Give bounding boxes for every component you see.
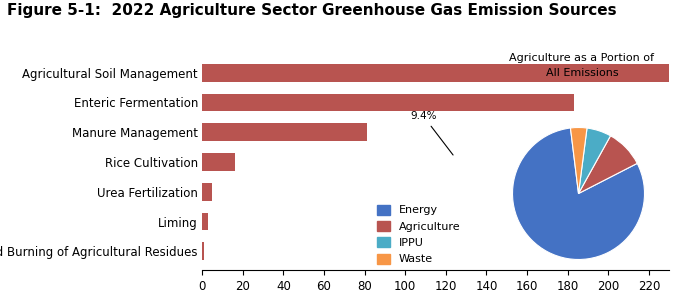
Bar [202, 64, 697, 82]
Wedge shape [512, 128, 645, 260]
Wedge shape [579, 136, 637, 194]
Text: 9.4%: 9.4% [411, 111, 453, 155]
Text: Agriculture as a Portion of: Agriculture as a Portion of [510, 53, 654, 63]
Legend: Energy, Agriculture, IPPU, Waste: Energy, Agriculture, IPPU, Waste [376, 205, 461, 264]
Text: All Emissions: All Emissions [546, 68, 618, 78]
Text: Figure 5-1:  2022 Agriculture Sector Greenhouse Gas Emission Sources: Figure 5-1: 2022 Agriculture Sector Gree… [7, 3, 617, 18]
X-axis label: MMT CO$_2$ Eq.: MMT CO$_2$ Eq. [397, 298, 475, 300]
Bar [202, 183, 213, 201]
Wedge shape [570, 128, 587, 194]
Bar [202, 213, 208, 230]
Bar [202, 242, 204, 260]
Bar [202, 94, 574, 111]
Bar [202, 153, 235, 171]
Wedge shape [579, 128, 611, 194]
Bar [202, 123, 367, 141]
